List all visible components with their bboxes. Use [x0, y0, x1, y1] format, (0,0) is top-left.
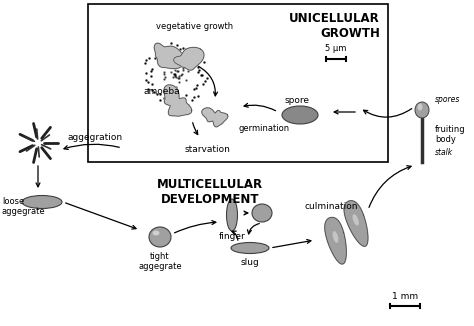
Ellipse shape	[282, 106, 318, 124]
Ellipse shape	[22, 196, 62, 209]
Text: 5 μm: 5 μm	[325, 44, 346, 53]
Text: amoeba: amoeba	[144, 87, 180, 96]
Text: vegetative growth: vegetative growth	[156, 22, 234, 31]
Text: spore: spore	[284, 96, 310, 105]
Text: stalk: stalk	[435, 148, 453, 157]
Ellipse shape	[153, 230, 159, 235]
Text: 1 mm: 1 mm	[392, 292, 418, 301]
Polygon shape	[344, 201, 368, 246]
Polygon shape	[154, 43, 184, 69]
Polygon shape	[173, 47, 204, 70]
Ellipse shape	[415, 102, 429, 118]
Text: tight
aggegrate: tight aggegrate	[138, 252, 182, 272]
Text: starvation: starvation	[184, 145, 230, 154]
Text: slug: slug	[241, 258, 259, 267]
Ellipse shape	[231, 243, 269, 254]
Polygon shape	[325, 217, 346, 264]
Ellipse shape	[418, 103, 422, 111]
Text: finger: finger	[219, 232, 246, 241]
Text: aggegration: aggegration	[68, 134, 123, 142]
Ellipse shape	[149, 227, 171, 247]
Text: spores: spores	[435, 96, 460, 105]
Text: germination: germination	[238, 124, 290, 133]
Ellipse shape	[227, 199, 237, 231]
Ellipse shape	[252, 204, 272, 222]
Ellipse shape	[353, 214, 359, 226]
Text: fruiting
body: fruiting body	[435, 125, 465, 144]
Bar	[88, 4, 388, 162]
Text: MULTICELLULAR
DEVELOPMENT: MULTICELLULAR DEVELOPMENT	[157, 178, 263, 206]
Polygon shape	[164, 85, 192, 116]
Polygon shape	[202, 108, 228, 127]
Text: culmination: culmination	[305, 202, 358, 211]
Ellipse shape	[333, 231, 338, 243]
Text: UNICELLULAR
GROWTH: UNICELLULAR GROWTH	[289, 12, 380, 40]
Text: loose
aggegrate: loose aggegrate	[2, 197, 46, 216]
